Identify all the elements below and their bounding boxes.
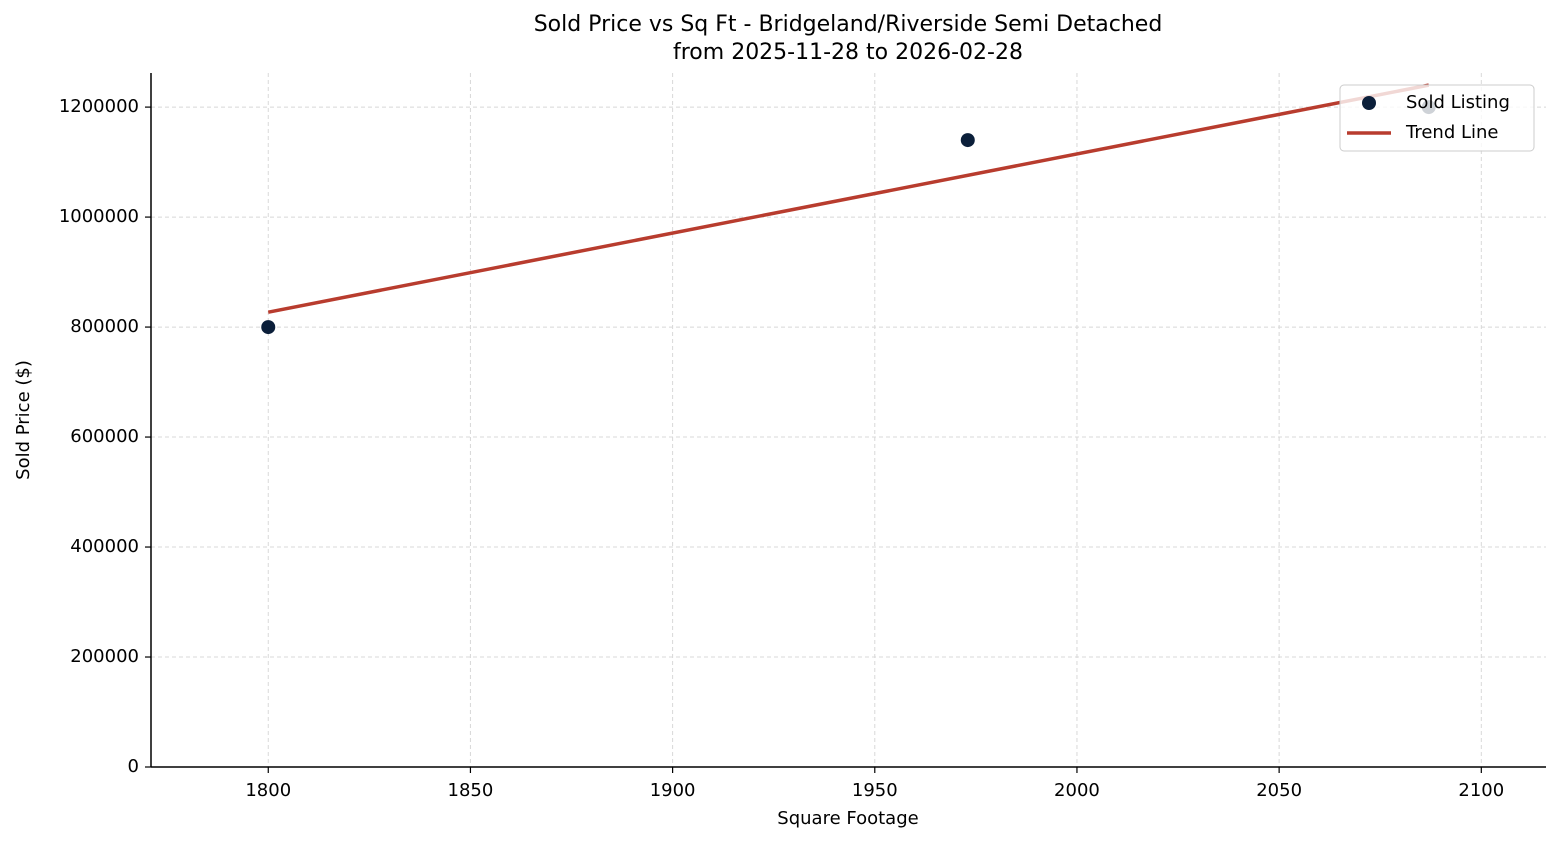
trend-line [267, 83, 1430, 314]
legend-label: Sold Listing [1406, 92, 1510, 113]
x-tick-label: 1950 [852, 780, 898, 801]
x-tick-label: 1850 [448, 780, 494, 801]
y-tick-label: 0 [128, 756, 139, 777]
legend-label: Trend Line [1405, 122, 1499, 143]
y-tick-label: 200000 [70, 646, 139, 667]
x-tick-label: 2100 [1458, 780, 1504, 801]
y-tick-label: 1000000 [59, 206, 139, 227]
point [261, 320, 276, 335]
x-tick-label: 2000 [1054, 780, 1100, 801]
y-tick-label: 1200000 [59, 96, 139, 117]
x-tick-label: 1800 [245, 780, 291, 801]
x-tick-label: 1900 [650, 780, 696, 801]
chart-title: Sold Price vs Sq Ft - Bridgeland/Riversi… [534, 12, 1163, 37]
x-axis-label: Square Footage [777, 808, 918, 829]
x-tick-label: 2050 [1256, 780, 1302, 801]
y-tick-label: 400000 [70, 536, 139, 557]
y-tick-label: 600000 [70, 426, 139, 447]
point [960, 133, 975, 148]
chart-subtitle: from 2025-11-28 to 2026-02-28 [673, 40, 1023, 65]
y-axis-label: Sold Price ($) [13, 360, 34, 480]
y-tick-label: 800000 [70, 316, 139, 337]
legend-marker [1362, 96, 1376, 110]
